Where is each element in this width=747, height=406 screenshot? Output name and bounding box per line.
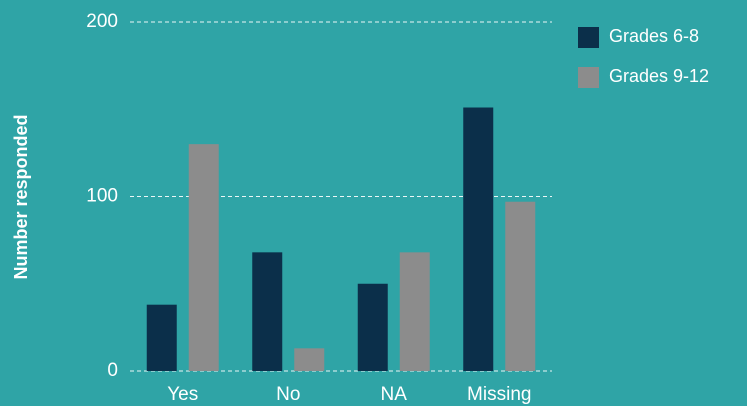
bar <box>252 252 283 371</box>
bar <box>505 201 536 371</box>
legend-swatch <box>578 67 599 88</box>
bar <box>399 252 430 371</box>
x-tick-label: NA <box>381 384 408 405</box>
bar <box>146 304 177 371</box>
y-axis-label: Number responded <box>11 114 31 279</box>
x-tick-label: Yes <box>167 384 198 405</box>
y-tick-label: 0 <box>107 360 118 381</box>
bar <box>294 348 325 371</box>
legend-label: Grades 6-8 <box>609 26 699 46</box>
x-tick-label: No <box>276 384 300 405</box>
y-tick-label: 200 <box>86 11 118 32</box>
legend-swatch <box>578 27 599 48</box>
bar <box>463 107 494 371</box>
legend-label: Grades 9-12 <box>609 66 709 86</box>
y-tick-label: 100 <box>86 186 118 207</box>
bar <box>357 283 388 371</box>
x-tick-label: Missing <box>467 384 531 405</box>
bar <box>188 144 219 371</box>
